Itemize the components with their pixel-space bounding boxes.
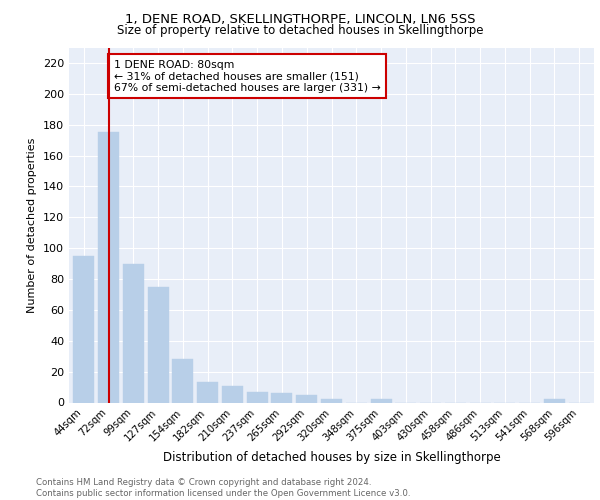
Text: 1 DENE ROAD: 80sqm
← 31% of detached houses are smaller (151)
67% of semi-detach: 1 DENE ROAD: 80sqm ← 31% of detached hou… xyxy=(113,60,380,93)
Bar xyxy=(247,392,268,402)
Bar xyxy=(371,400,392,402)
X-axis label: Distribution of detached houses by size in Skellingthorpe: Distribution of detached houses by size … xyxy=(163,452,500,464)
Bar xyxy=(296,395,317,402)
Y-axis label: Number of detached properties: Number of detached properties xyxy=(28,138,37,312)
Bar xyxy=(271,393,292,402)
Bar xyxy=(321,400,342,402)
Bar xyxy=(222,386,243,402)
Bar xyxy=(98,132,119,402)
Text: Size of property relative to detached houses in Skellingthorpe: Size of property relative to detached ho… xyxy=(117,24,483,37)
Text: Contains HM Land Registry data © Crown copyright and database right 2024.
Contai: Contains HM Land Registry data © Crown c… xyxy=(36,478,410,498)
Bar xyxy=(73,256,94,402)
Text: 1, DENE ROAD, SKELLINGTHORPE, LINCOLN, LN6 5SS: 1, DENE ROAD, SKELLINGTHORPE, LINCOLN, L… xyxy=(125,12,475,26)
Bar xyxy=(148,286,169,403)
Bar xyxy=(123,264,144,402)
Bar xyxy=(544,400,565,402)
Bar xyxy=(197,382,218,402)
Bar xyxy=(172,360,193,403)
